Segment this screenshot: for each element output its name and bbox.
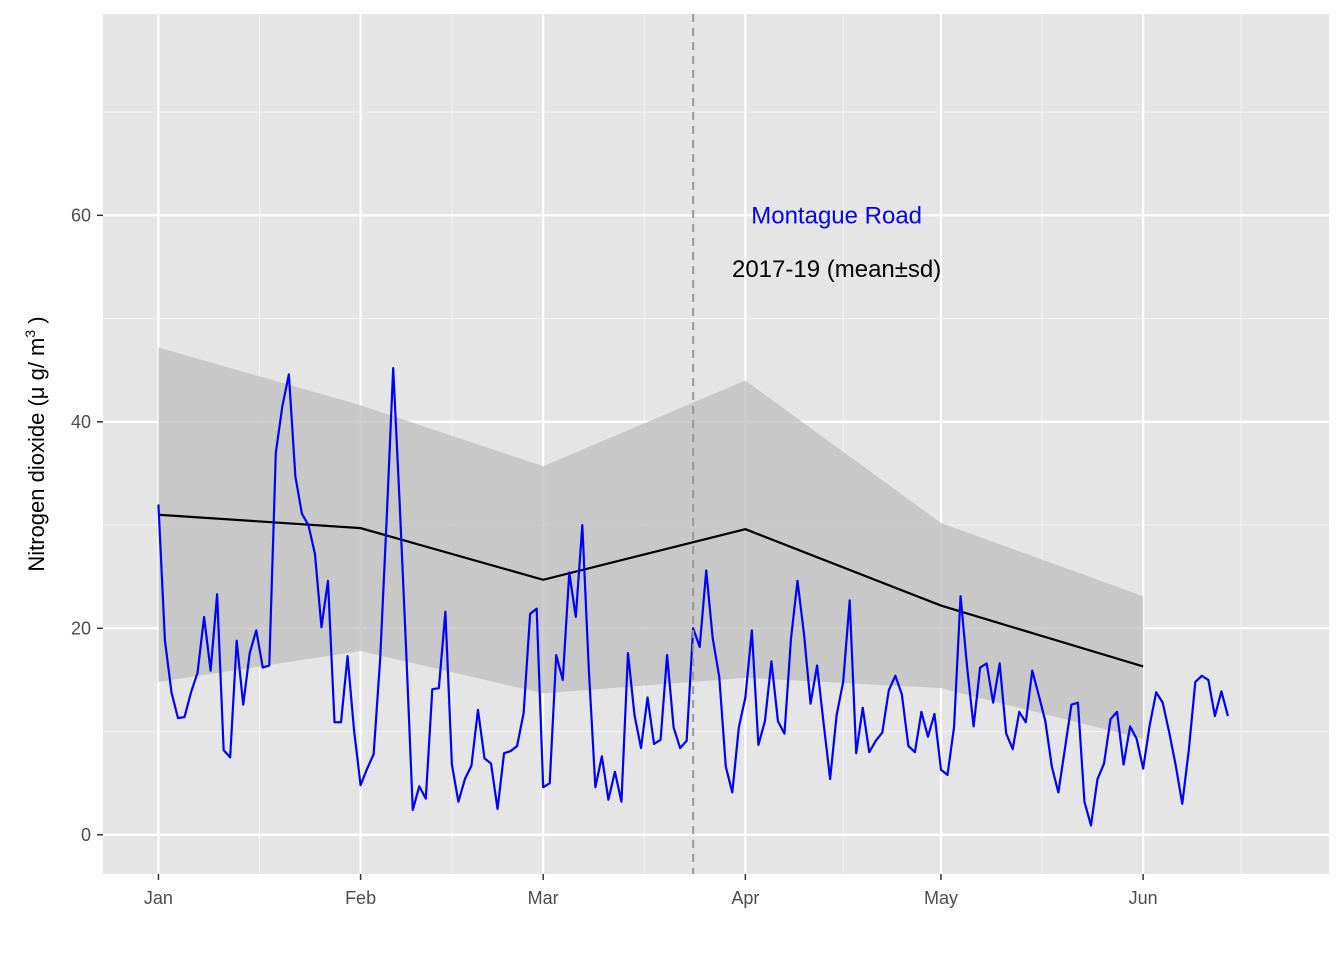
baseline-mean-line — [158, 513, 1144, 668]
x-tick-label: Jun — [1129, 888, 1158, 908]
y-tick-label: 40 — [71, 412, 91, 432]
y-axis-title-main: Nitrogen dioxide ( — [24, 399, 49, 572]
y-axis: 0 20 40 60 — [71, 205, 103, 845]
y-axis-title: Nitrogen dioxide (μ g/ m3 ) — [22, 316, 49, 571]
series-line-montague-road — [157, 367, 1229, 827]
x-tick-label: May — [924, 888, 958, 908]
y-axis-title-mu: μ — [24, 387, 49, 400]
x-tick-label: Feb — [345, 888, 376, 908]
y-axis-title-unit: g/ m — [24, 338, 49, 387]
x-tick-label: Apr — [731, 888, 759, 908]
annotation-baseline: 2017-19 (mean±sd) — [732, 256, 941, 283]
baseline-sd-band — [158, 347, 1144, 739]
y-tick-label: 0 — [81, 825, 91, 845]
y-tick-label: 60 — [71, 205, 91, 225]
y-axis-title-close: ) — [24, 316, 49, 329]
x-tick-label: Mar — [528, 888, 559, 908]
annotation-montague-road: Montague Road — [751, 202, 922, 229]
y-axis-title-sup: 3 — [22, 330, 38, 338]
x-tick-label: Jan — [144, 888, 173, 908]
y-tick-label: 20 — [71, 618, 91, 638]
x-axis: Jan Feb Mar Apr May Jun — [144, 874, 1158, 908]
